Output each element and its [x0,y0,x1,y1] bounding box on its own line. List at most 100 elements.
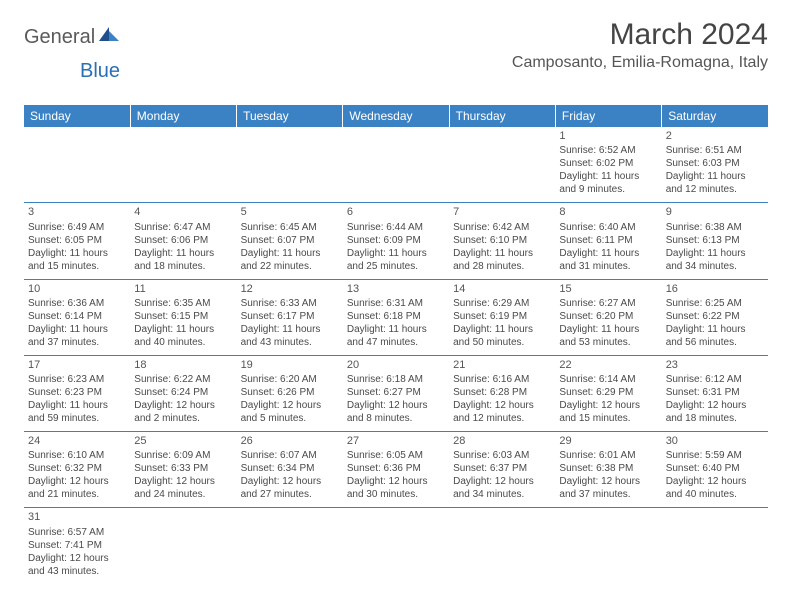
cell-line: Sunrise: 6:05 AM [347,449,445,462]
cell-line: and 18 minutes. [666,412,764,425]
cell-line: Sunrise: 6:33 AM [241,297,339,310]
cell-line: Sunset: 6:09 PM [347,234,445,247]
cell-line: Daylight: 11 hours [28,399,126,412]
cell-line: and 40 minutes. [666,488,764,501]
cell-line: Sunset: 6:14 PM [28,310,126,323]
cell-line: Daylight: 12 hours [666,399,764,412]
calendar-cell: 12Sunrise: 6:33 AMSunset: 6:17 PMDayligh… [237,279,343,355]
day-number: 10 [28,282,126,296]
cell-line: Daylight: 12 hours [347,475,445,488]
calendar-cell: 16Sunrise: 6:25 AMSunset: 6:22 PMDayligh… [662,279,768,355]
day-number: 9 [666,205,764,219]
day-number: 14 [453,282,551,296]
cell-line: and 53 minutes. [559,336,657,349]
cell-line: Daylight: 12 hours [666,475,764,488]
cell-line: Sunrise: 6:27 AM [559,297,657,310]
logo: General [24,18,123,49]
day-number: 11 [134,282,232,296]
day-number: 7 [453,205,551,219]
calendar-cell: 1Sunrise: 6:52 AMSunset: 6:02 PMDaylight… [555,127,661,203]
cell-line: Sunrise: 5:59 AM [666,449,764,462]
calendar-cell: 15Sunrise: 6:27 AMSunset: 6:20 PMDayligh… [555,279,661,355]
cell-line: Sunrise: 6:35 AM [134,297,232,310]
day-header: Saturday [662,105,768,127]
calendar-cell: 19Sunrise: 6:20 AMSunset: 6:26 PMDayligh… [237,355,343,431]
calendar-cell [130,508,236,584]
day-number: 22 [559,358,657,372]
calendar-cell: 3Sunrise: 6:49 AMSunset: 6:05 PMDaylight… [24,203,130,279]
calendar-cell: 28Sunrise: 6:03 AMSunset: 6:37 PMDayligh… [449,432,555,508]
cell-line: and 34 minutes. [453,488,551,501]
cell-line: Sunset: 6:02 PM [559,157,657,170]
cell-line: Sunrise: 6:12 AM [666,373,764,386]
day-number: 2 [666,129,764,143]
cell-line: and 12 minutes. [453,412,551,425]
day-header: Friday [555,105,661,127]
calendar-cell [449,508,555,584]
day-number: 17 [28,358,126,372]
cell-line: Daylight: 11 hours [134,323,232,336]
calendar-cell: 29Sunrise: 6:01 AMSunset: 6:38 PMDayligh… [555,432,661,508]
day-number: 5 [241,205,339,219]
cell-line: Daylight: 11 hours [559,323,657,336]
cell-line: Sunrise: 6:09 AM [134,449,232,462]
cell-line: Daylight: 11 hours [559,247,657,260]
cell-line: Daylight: 11 hours [134,247,232,260]
day-number: 16 [666,282,764,296]
cell-line: Sunset: 6:23 PM [28,386,126,399]
calendar-week-row: 10Sunrise: 6:36 AMSunset: 6:14 PMDayligh… [24,279,768,355]
calendar-cell: 5Sunrise: 6:45 AMSunset: 6:07 PMDaylight… [237,203,343,279]
cell-line: Sunrise: 6:07 AM [241,449,339,462]
logo-text-blue: Blue [80,60,792,83]
cell-line: and 5 minutes. [241,412,339,425]
day-number: 30 [666,434,764,448]
cell-line: Daylight: 12 hours [28,552,126,565]
cell-line: Daylight: 11 hours [666,247,764,260]
cell-line: Daylight: 11 hours [347,247,445,260]
calendar-cell [555,508,661,584]
cell-line: Sunset: 6:40 PM [666,462,764,475]
day-number: 12 [241,282,339,296]
cell-line: Sunrise: 6:44 AM [347,221,445,234]
day-number: 8 [559,205,657,219]
cell-line: Sunset: 6:34 PM [241,462,339,475]
calendar-week-row: 1Sunrise: 6:52 AMSunset: 6:02 PMDaylight… [24,127,768,203]
calendar-cell [449,127,555,203]
calendar-cell: 26Sunrise: 6:07 AMSunset: 6:34 PMDayligh… [237,432,343,508]
cell-line: Sunset: 6:36 PM [347,462,445,475]
cell-line: Daylight: 12 hours [134,399,232,412]
cell-line: Sunset: 6:05 PM [28,234,126,247]
cell-line: Daylight: 11 hours [453,247,551,260]
cell-line: Sunrise: 6:57 AM [28,526,126,539]
cell-line: Daylight: 12 hours [347,399,445,412]
calendar-cell: 17Sunrise: 6:23 AMSunset: 6:23 PMDayligh… [24,355,130,431]
cell-line: and 25 minutes. [347,260,445,273]
cell-line: Daylight: 11 hours [347,323,445,336]
calendar-cell [24,127,130,203]
cell-line: Sunrise: 6:51 AM [666,144,764,157]
day-number: 27 [347,434,445,448]
cell-line: Daylight: 11 hours [453,323,551,336]
cell-line: and 59 minutes. [28,412,126,425]
cell-line: and 27 minutes. [241,488,339,501]
cell-line: and 21 minutes. [28,488,126,501]
cell-line: Daylight: 12 hours [241,475,339,488]
cell-line: Daylight: 11 hours [28,323,126,336]
cell-line: Sunrise: 6:45 AM [241,221,339,234]
day-number: 20 [347,358,445,372]
cell-line: Daylight: 11 hours [241,323,339,336]
cell-line: Sunrise: 6:25 AM [666,297,764,310]
calendar-cell: 22Sunrise: 6:14 AMSunset: 6:29 PMDayligh… [555,355,661,431]
calendar-cell [237,508,343,584]
day-number: 25 [134,434,232,448]
cell-line: Daylight: 12 hours [559,475,657,488]
cell-line: and 50 minutes. [453,336,551,349]
calendar-week-row: 3Sunrise: 6:49 AMSunset: 6:05 PMDaylight… [24,203,768,279]
day-header: Thursday [449,105,555,127]
cell-line: Daylight: 11 hours [241,247,339,260]
calendar-cell: 25Sunrise: 6:09 AMSunset: 6:33 PMDayligh… [130,432,236,508]
cell-line: and 37 minutes. [28,336,126,349]
cell-line: and 12 minutes. [666,183,764,196]
cell-line: and 43 minutes. [28,565,126,578]
cell-line: Sunrise: 6:16 AM [453,373,551,386]
